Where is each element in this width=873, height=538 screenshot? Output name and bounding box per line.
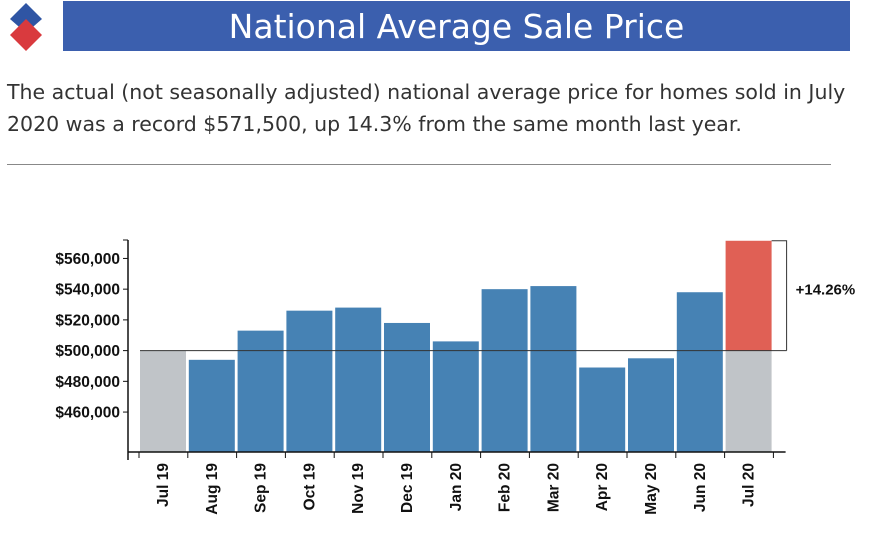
y-tick-label: $460,000 [55,405,120,422]
page-title-text: National Average Sale Price [228,6,685,46]
y-tick-label: $560,000 [55,251,120,268]
bar-jan-20 [432,341,479,452]
x-tick-label: Oct 19 [301,463,318,511]
description-text: The actual (not seasonally adjusted) nat… [7,80,846,136]
bar-jul-19 [140,350,186,452]
bar-jul-20-increase [725,240,772,351]
page-title: National Average Sale Price [63,1,850,51]
y-tick-label: $500,000 [55,343,120,360]
x-tick-label: Mar 20 [545,463,562,512]
bar-apr-20 [579,367,626,452]
x-tick-label: Nov 19 [350,463,367,514]
x-tick-label: Jul 19 [155,463,172,507]
x-tick-label: May 20 [643,463,660,515]
x-tick-label: Apr 20 [594,463,611,511]
x-tick-label: Sep 19 [253,463,270,513]
y-tick-label: $480,000 [55,374,120,391]
x-tick-label: Jun 20 [692,463,709,512]
x-tick-label: Jul 20 [741,463,758,507]
increase-annotation: +14.26% [796,282,856,299]
x-tick-label: Dec 19 [399,463,416,513]
bar-sep-19 [237,330,284,452]
divider [7,164,831,165]
logo-top-diamond [10,3,42,33]
bar-jul-20-base [725,350,772,452]
bar-feb-20 [481,289,528,452]
bar-may-20 [628,358,674,452]
logo-bottom-diamond [10,19,42,51]
y-tick-label: $540,000 [55,282,120,299]
bar-jun-20 [676,292,723,452]
logo-icon [10,3,42,51]
bar-mar-20 [530,286,577,452]
x-tick-label: Feb 20 [497,463,514,512]
bar-dec-19 [384,322,430,452]
bar-nov-19 [335,307,382,452]
bar-aug-19 [188,359,235,452]
x-tick-label: Aug 19 [204,463,221,515]
y-tick-label: $520,000 [55,312,120,329]
increase-bracket [771,240,788,351]
bar-oct-19 [286,310,333,452]
x-tick-label: Jan 20 [448,463,465,511]
